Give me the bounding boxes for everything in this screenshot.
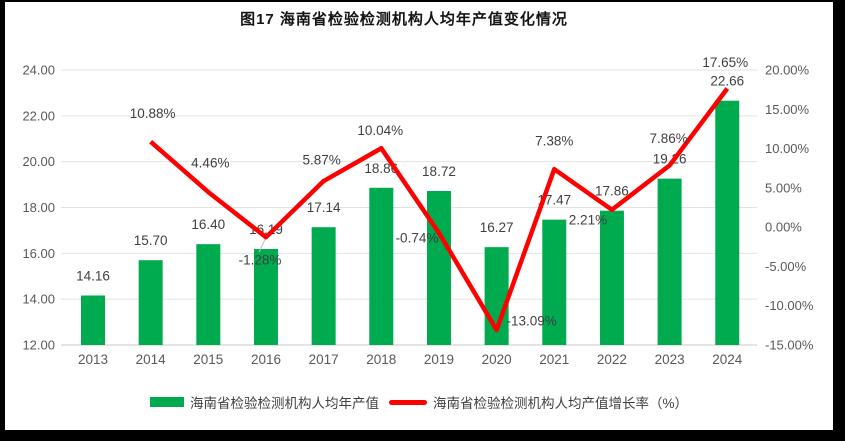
combo-chart-plot: 24.00 22.00 20.00 18.00 16.00 14.00 12.00 20.00… — [22, 55, 814, 367]
right-axis-tick: -10.00% — [765, 298, 814, 313]
bar — [311, 227, 336, 345]
legend-bar-swatch — [149, 397, 184, 407]
left-axis-tick: 18.00 — [22, 200, 55, 215]
x-axis-label: 2018 — [366, 352, 396, 367]
growth-line — [149, 87, 730, 333]
x-axis-label: 2022 — [597, 352, 627, 367]
line-value-label: -0.74% — [396, 230, 439, 245]
left-axis-tick: 20.00 — [22, 154, 55, 169]
chart-title: 图17 海南省检验检测机构人均年产值变化情况 — [240, 11, 568, 28]
x-axis-label: 2023 — [655, 352, 685, 367]
x-axis-label: 2024 — [712, 352, 743, 367]
left-axis-tick: 24.00 — [22, 63, 55, 78]
bar — [196, 244, 221, 345]
bar-value-label: 16.40 — [191, 217, 225, 232]
label-leader-line — [258, 236, 267, 253]
right-axis-tick: -5.00% — [765, 259, 807, 274]
bar — [599, 210, 624, 345]
bar — [542, 219, 567, 345]
bar-value-label: 16.27 — [480, 220, 514, 235]
bar-value-label: 22.66 — [710, 74, 744, 89]
bar — [138, 260, 163, 345]
left-axis-tick: 22.00 — [22, 108, 55, 123]
line-value-label: 17.65% — [702, 55, 748, 70]
line-value-label: 5.87% — [302, 153, 340, 168]
left-axis-tick: 16.00 — [22, 246, 55, 261]
bar — [426, 191, 451, 345]
bar-value-label: 15.70 — [134, 233, 168, 248]
right-axis-tick: 20.00% — [765, 63, 810, 78]
chart-canvas: 图17 海南省检验检测机构人均年产值变化情况 24.00 22.00 20.00 18… — [5, 2, 833, 430]
line-value-label: 7.38% — [535, 134, 573, 149]
line-value-label: 7.86% — [649, 131, 687, 146]
line-value-label: 4.46% — [191, 156, 229, 171]
x-axis-label: 2020 — [482, 352, 512, 367]
line-value-label: 10.88% — [130, 106, 176, 121]
line-value-label: -13.09% — [506, 313, 556, 328]
bar — [369, 187, 394, 345]
bar — [81, 295, 105, 345]
bar — [253, 248, 278, 345]
left-axis-tick: 12.00 — [22, 338, 55, 353]
right-axis-tick: -15.00% — [765, 338, 814, 353]
right-axis-tick: 10.00% — [765, 141, 810, 156]
legend-line-swatch — [388, 399, 427, 405]
bar-value-label: 18.72 — [422, 164, 456, 179]
x-axis-label: 2016 — [251, 352, 281, 367]
x-axis-label: 2013 — [78, 352, 108, 367]
line-value-label: 10.04% — [357, 123, 403, 138]
bar-value-label: 14.16 — [76, 269, 110, 284]
bar-value-label: 17.86 — [595, 184, 629, 199]
x-axis-label: 2015 — [193, 352, 223, 367]
left-axis-tick: 14.00 — [22, 292, 55, 307]
right-axis-tick: 5.00% — [765, 180, 802, 195]
right-axis-tick: 0.00% — [765, 220, 802, 235]
x-axis-label: 2021 — [539, 352, 569, 367]
chart-legend: 海南省检验检测机构人均年产值 海南省检验检测机构人均产值增长率（%） — [5, 392, 833, 412]
x-axis-label: 2014 — [136, 352, 167, 367]
x-axis-label: 2019 — [424, 352, 454, 367]
line-value-label: -1.28% — [239, 253, 282, 268]
x-axis-label: 2017 — [309, 352, 339, 367]
bar — [715, 100, 740, 345]
legend-line-label: 海南省检验检测机构人均产值增长率（%） — [432, 396, 688, 411]
line-value-label: 2.21% — [569, 212, 607, 227]
bar — [657, 178, 682, 345]
right-axis-tick: 15.00% — [765, 102, 810, 117]
legend-bar-label: 海南省检验检测机构人均年产值 — [189, 396, 379, 411]
bar-value-label: 17.14 — [307, 200, 341, 215]
